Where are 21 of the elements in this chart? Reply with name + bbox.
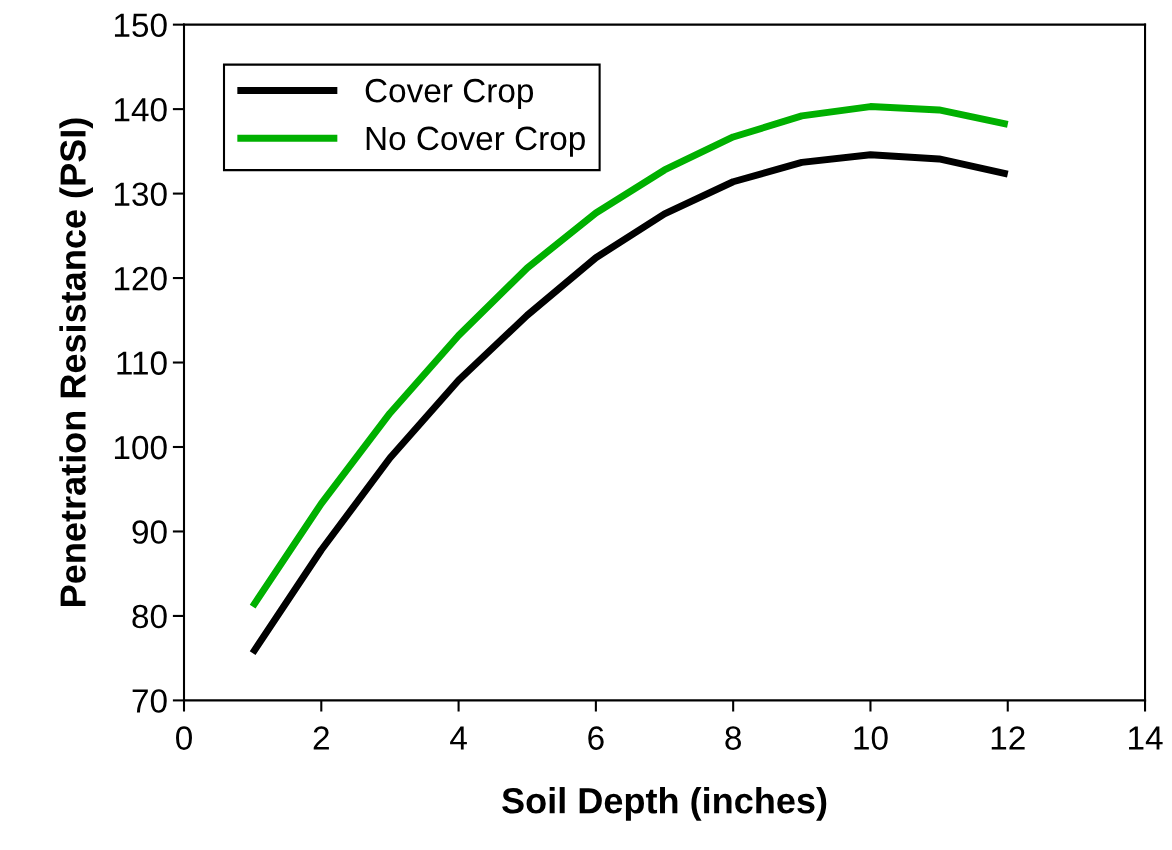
x-tick-label: 4 (450, 726, 467, 750)
x-tick-label: 0 (176, 726, 192, 750)
y-tick-label: 150 (114, 13, 167, 38)
y-tick-label: 130 (114, 182, 167, 206)
x-tick-label: 14 (1129, 726, 1163, 750)
legend-label: No Cover Crop (366, 126, 585, 157)
y-tick-label: 120 (114, 266, 167, 291)
y-axis-title: Penetration Resistance (PSI) (59, 118, 93, 606)
y-tick-label: 100 (114, 435, 167, 460)
x-tick-label: 12 (991, 726, 1025, 750)
y-tick-label: 110 (117, 351, 167, 375)
y-tick-label: 80 (132, 604, 167, 629)
x-tick-label: 2 (313, 726, 329, 750)
x-tick-label: 8 (725, 726, 741, 750)
y-tick-label: 90 (132, 520, 167, 544)
legend-label: Cover Crop (365, 78, 534, 110)
x-axis-title: Soil Depth (inches) (502, 787, 827, 821)
x-tick-label: 10 (854, 726, 888, 750)
y-tick-label: 140 (114, 97, 167, 122)
x-tick-label: 6 (588, 726, 604, 750)
y-tick-label: 70 (132, 689, 167, 713)
